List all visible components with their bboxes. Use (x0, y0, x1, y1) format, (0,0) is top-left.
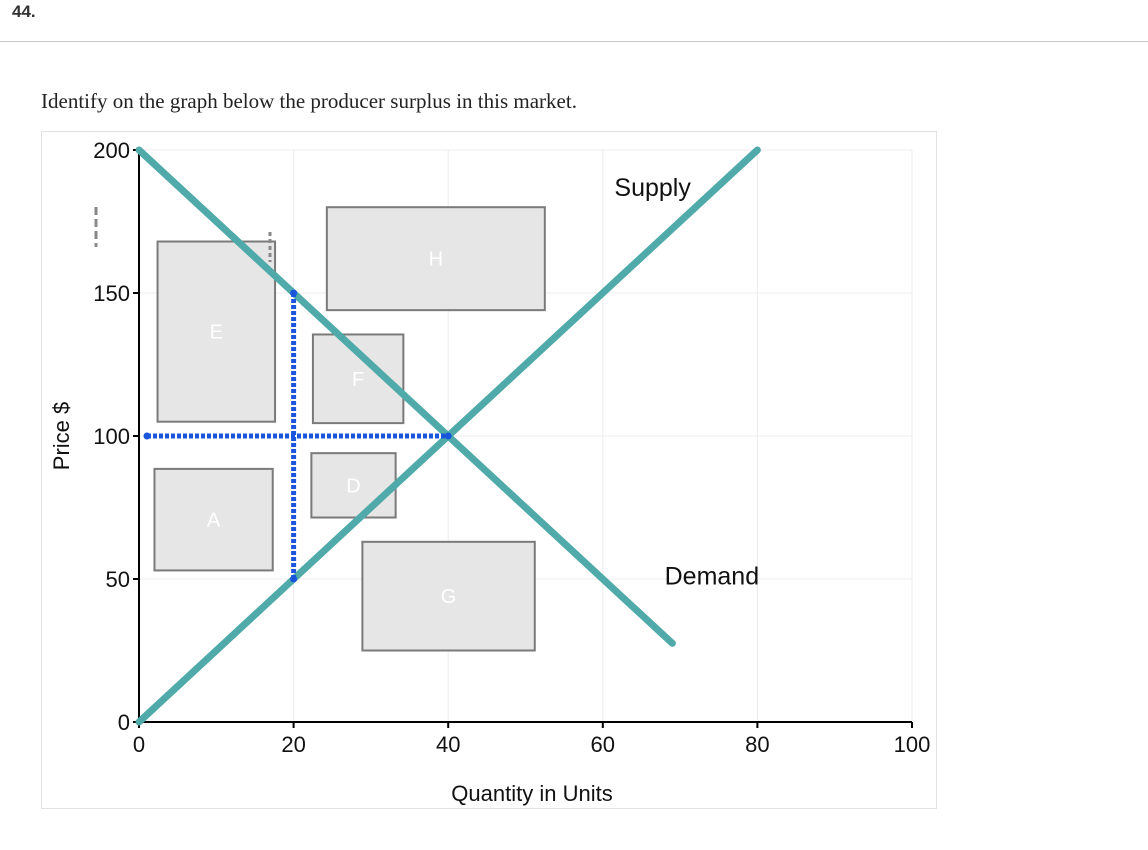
y-axis-label: Price $ (49, 402, 74, 470)
region-label-f: F (352, 369, 364, 391)
guide-endpoint (143, 432, 151, 440)
divider (0, 41, 1148, 42)
x-tick-label: 80 (745, 732, 769, 757)
axes: 0 20 40 60 80 100 0 50 100 150 200 (93, 138, 930, 757)
x-tick-label: 0 (133, 732, 145, 757)
region-box-e[interactable] (156, 240, 277, 423)
region-box-a[interactable] (153, 467, 274, 572)
region-label-e: E (210, 322, 223, 344)
y-tick-label: 200 (93, 138, 130, 163)
question-prompt: Identify on the graph below the producer… (41, 89, 577, 113)
x-tick-label: 40 (436, 732, 460, 757)
region-label-a: A (207, 510, 221, 532)
region-box-g[interactable] (361, 540, 536, 652)
x-tick-label: 60 (591, 732, 615, 757)
x-tick-label: 20 (281, 732, 305, 757)
region-label-g: G (441, 586, 457, 608)
guide-lines (94, 207, 452, 583)
y-tick-label: 0 (118, 710, 130, 735)
question-number: 44. (12, 2, 36, 21)
labels: Quantity in Units Price $ Supply Demand (49, 174, 759, 806)
guide-endpoint (290, 289, 298, 297)
region-label-d: D (346, 475, 360, 497)
demand-label: Demand (665, 563, 760, 591)
region-box-d[interactable] (310, 452, 397, 519)
chart-frame (41, 131, 937, 809)
demand-curve (135, 146, 676, 647)
region-box-h[interactable] (325, 206, 546, 312)
guide-endpoint (290, 575, 298, 583)
region-label-h: H (429, 249, 443, 271)
supply-label: Supply (614, 174, 691, 202)
x-tick-label: 100 (894, 732, 931, 757)
y-tick-label: 150 (93, 281, 130, 306)
y-tick-label: 50 (106, 567, 130, 592)
guide-endpoint (444, 432, 452, 440)
x-axis-label: Quantity in Units (451, 781, 612, 806)
region-boxes[interactable]: A E F D G H (153, 206, 546, 652)
y-tick-label: 100 (93, 424, 130, 449)
